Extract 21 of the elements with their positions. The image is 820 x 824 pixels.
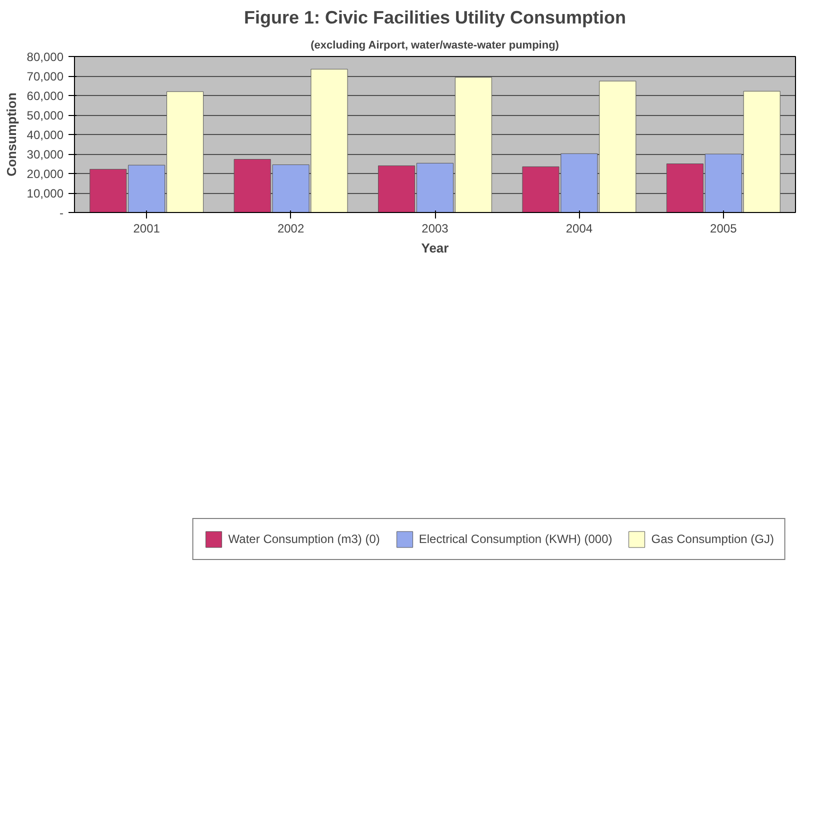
y-tick-label: 30,000	[26, 148, 64, 162]
y-tick-label: 40,000	[26, 128, 64, 142]
x-tick-label: 2001	[133, 222, 160, 236]
y-tick-label: -	[60, 206, 64, 220]
legend-label: Electrical Consumption (KWH) (000)	[418, 532, 612, 546]
y-tick-label: 70,000	[26, 70, 64, 84]
y-tick-label: 60,000	[26, 89, 64, 103]
chart-subtitle: (excluding Airport, water/waste-water pumping)	[310, 40, 560, 52]
legend-label: Gas Consumption (GJ)	[651, 532, 774, 546]
y-tick-label: 10,000	[26, 186, 64, 200]
x-tick-label: 2005	[710, 222, 738, 236]
x-tick-label: 2002	[277, 222, 304, 236]
x-tick-label: 2004	[566, 222, 593, 236]
y-tick-label: 20,000	[26, 167, 64, 181]
x-tick-label: 2003	[422, 222, 449, 236]
x-axis-title: Year	[421, 240, 449, 256]
legend-label: Water Consumption (m3) (0)	[228, 532, 380, 546]
y-tick-label: 50,000	[26, 108, 64, 122]
y-tick-label: 80,000	[26, 50, 64, 64]
y-axis-title: Consumption	[4, 92, 19, 176]
chart-title: Figure 1: Civic Facilities Utility Consumption	[244, 8, 626, 28]
